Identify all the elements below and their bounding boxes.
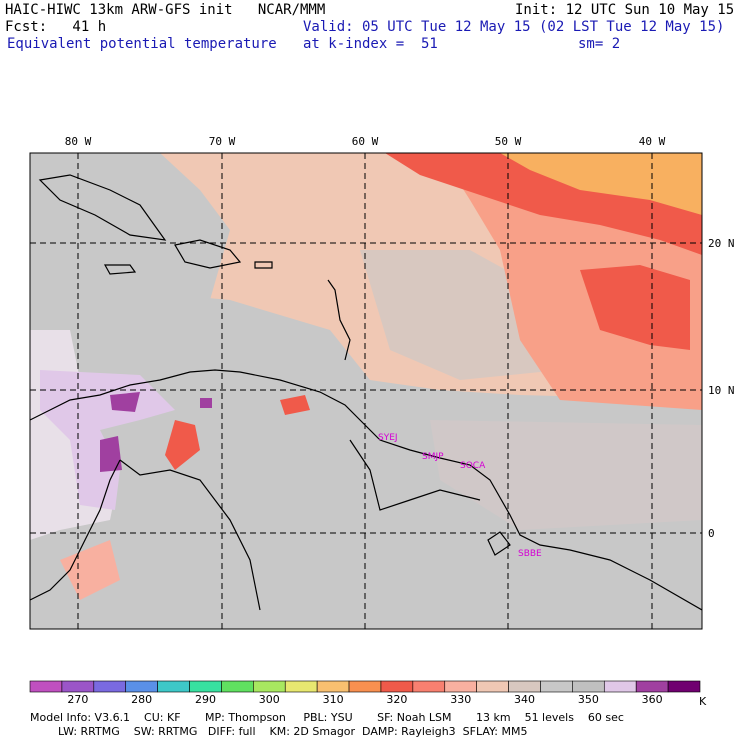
- colorbar-swatch: [508, 680, 541, 693]
- puerto-rico-coast: [254, 261, 273, 269]
- colorbar-unit: K: [699, 695, 707, 708]
- colombia-border: [119, 459, 261, 611]
- purple-patch-3: [200, 398, 212, 408]
- lesser-antilles: [327, 279, 351, 361]
- colorbar-swatch: [412, 680, 446, 693]
- model-info-line2: LW: RRTMG SW: RRTMG DIFF: full KM: 2D Sm…: [30, 725, 528, 738]
- purple-patch-1: [100, 436, 122, 472]
- lon-label-40w: 40 W: [639, 135, 666, 148]
- colorbar-swatch: [93, 680, 127, 693]
- pacific-coast: [30, 459, 121, 601]
- colorbar-swatch: [540, 680, 573, 693]
- lat-label-20n: 20 N: [708, 237, 735, 250]
- colorbar-tick-label: 330: [450, 693, 472, 706]
- colorbar-swatch: [316, 680, 350, 693]
- lon-label-80w: 80 W: [65, 135, 92, 148]
- red-streak: [165, 420, 200, 470]
- station-label-smjp: SMJP: [422, 452, 444, 462]
- colorbar-swatch: [157, 680, 190, 693]
- red-patch: [580, 265, 690, 350]
- colorbar-swatch: [221, 680, 254, 693]
- colorbar-swatch: [476, 680, 509, 693]
- colorbar-tick-label: 290: [194, 693, 216, 706]
- colorbar-swatch: [61, 680, 95, 693]
- lavender-region: [40, 370, 175, 510]
- lat-label-0: 0: [708, 527, 715, 540]
- colorbar-tick-label: 270: [67, 693, 89, 706]
- colorbar-swatch: [348, 680, 382, 693]
- colorbar-swatch: [189, 680, 222, 693]
- colorbar-swatch: [603, 680, 637, 693]
- colorbar-swatch: [572, 680, 605, 693]
- init-time: Init: 12 UTC Sun 10 May 15: [515, 2, 735, 18]
- colorbar-swatch: [635, 680, 669, 693]
- colorbar-swatch: [380, 680, 414, 693]
- coastlines: [30, 174, 702, 611]
- cuba-coast: [38, 174, 167, 241]
- salmon-blob: [60, 540, 120, 600]
- colorbar-tick-label: 340: [514, 693, 536, 706]
- graticule: [30, 153, 702, 629]
- guiana-borders: [349, 439, 481, 511]
- red-spot: [280, 395, 310, 415]
- colorbar-swatch: [444, 680, 477, 693]
- colorbar-tick-label: 310: [322, 693, 344, 706]
- caribbean-gray-region: [30, 153, 230, 300]
- south-america-coast: [30, 369, 702, 611]
- colorbar-swatch: [29, 680, 63, 693]
- jamaica-coast: [103, 264, 137, 275]
- colorbar-tick-label: 280: [131, 693, 153, 706]
- model-info-line1: Model Info: V3.6.1 CU: KF MP: Thompson P…: [30, 711, 624, 724]
- colorbar-tick-label: 320: [386, 693, 408, 706]
- station-label-sbbe: SBBE: [518, 549, 542, 559]
- colorbar-swatch: [125, 680, 158, 693]
- colorbar-tick-label: 300: [258, 693, 280, 706]
- map-frame: [29, 152, 703, 630]
- equatorial-band: [430, 420, 702, 530]
- purple-patch-2: [110, 392, 140, 412]
- field-name: Equivalent potential temperature: [7, 36, 277, 52]
- colorbar-swatch: [284, 680, 318, 693]
- lon-label-60w: 60 W: [352, 135, 379, 148]
- map-field: [30, 153, 702, 629]
- station-label-syej: SYEJ: [378, 433, 398, 443]
- plot-title: HAIC-HIWC 13km ARW-GFS init NCAR/MMM: [5, 2, 326, 18]
- marajo-island: [487, 531, 511, 556]
- valid-time: Valid: 05 UTC Tue 12 May 15 (02 LST Tue …: [303, 19, 725, 35]
- colorbar-swatch: [253, 680, 286, 693]
- lon-label-50w: 50 W: [495, 135, 522, 148]
- colorbar: [29, 680, 701, 693]
- colorbar-swatch: [667, 680, 701, 693]
- forecast-hour: Fcst: 41 h: [5, 19, 107, 35]
- level-info: at k-index = 51: [303, 36, 438, 52]
- colorbar-tick-label: 360: [641, 693, 663, 706]
- station-label-soca: SOCA: [460, 461, 486, 471]
- colorbar-tick-label: 350: [577, 693, 599, 706]
- hispaniola-coast: [174, 239, 242, 269]
- lat-label-10n: 10 N: [708, 384, 735, 397]
- smoothing-info: sm= 2: [578, 36, 621, 52]
- lon-label-70w: 70 W: [209, 135, 236, 148]
- land-gray-region: [30, 290, 702, 629]
